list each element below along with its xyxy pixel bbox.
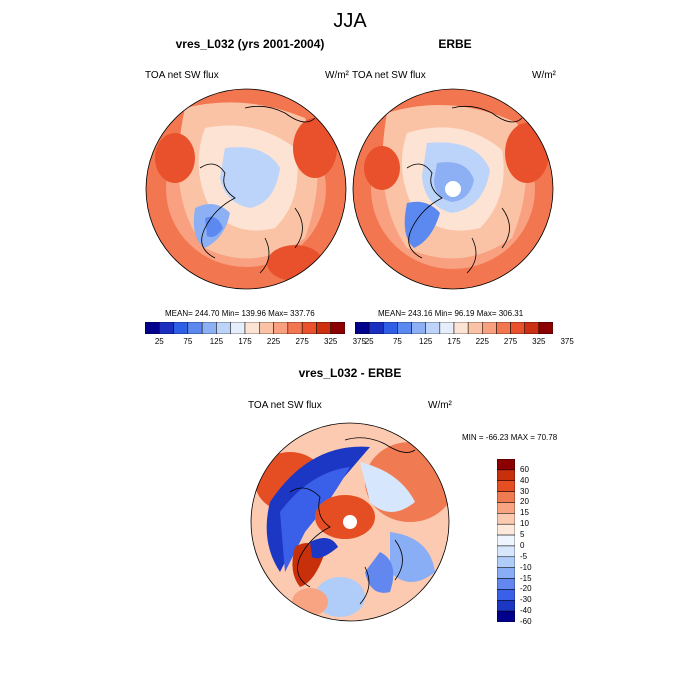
- colorbar-swatch: [453, 322, 469, 334]
- colorbar-tick-label: 325: [532, 337, 546, 346]
- panel-1-colorbar: [145, 322, 345, 334]
- colorbar-swatch: [497, 459, 515, 471]
- panel-2-colorbar: [355, 322, 553, 334]
- colorbar-tick-label: 30: [520, 486, 529, 496]
- colorbar-swatch: [145, 322, 160, 334]
- colorbar-swatch: [230, 322, 246, 334]
- colorbar-swatch: [425, 322, 441, 334]
- colorbar-tick-label: 15: [520, 508, 529, 518]
- colorbar-tick-label: -60: [520, 617, 532, 626]
- colorbar-tick-label: 25: [154, 337, 164, 346]
- colorbar-swatch: [173, 322, 189, 334]
- colorbar-swatch: [397, 322, 412, 334]
- colorbar-swatch: [301, 322, 317, 334]
- colorbar-tick-label: -15: [520, 573, 532, 583]
- colorbar-swatch: [439, 322, 455, 334]
- panel-2-variable-label: TOA net SW flux: [352, 70, 426, 81]
- colorbar-tick-label: 275: [503, 337, 518, 346]
- colorbar-tick-label: 20: [520, 497, 529, 507]
- colorbar-swatch: [497, 610, 515, 622]
- colorbar-tick-label: 375: [352, 337, 366, 346]
- colorbar-tick-label: 125: [419, 337, 433, 346]
- colorbar-swatch: [497, 469, 515, 481]
- colorbar-swatch: [368, 322, 384, 334]
- page-title: JJA: [333, 10, 367, 32]
- colorbar-swatch: [383, 322, 398, 334]
- colorbar-swatch: [497, 480, 515, 492]
- panel-1-variable-label: TOA net SW flux: [145, 70, 219, 81]
- colorbar-swatch: [497, 600, 515, 612]
- colorbar-swatch: [216, 322, 231, 334]
- panel-3-title: vres_L032 - ERBE: [298, 366, 402, 380]
- colorbar-swatch: [287, 322, 303, 334]
- panel-2-units: W/m²: [532, 70, 556, 81]
- colorbar-swatch: [273, 322, 289, 334]
- panel-1-map: [145, 88, 347, 290]
- colorbar-swatch: [259, 322, 274, 334]
- colorbar-tick-label: 25: [364, 337, 374, 346]
- colorbar-swatch: [201, 322, 217, 334]
- colorbar-tick-label: 125: [209, 337, 224, 346]
- panel-1-stats: MEAN= 244.70 Min= 139.96 Max= 337.76: [165, 309, 315, 318]
- colorbar-tick-label: 175: [447, 337, 461, 346]
- colorbar-swatch: [497, 578, 515, 590]
- colorbar-swatch: [497, 567, 515, 579]
- colorbar-swatch: [524, 322, 540, 334]
- colorbar-swatch: [496, 322, 511, 334]
- colorbar-tick-label: 175: [238, 337, 252, 346]
- colorbar-swatch: [187, 322, 203, 334]
- panel-1-colorbar-ticks: 25 75 125 175 225 275 325 375: [145, 337, 366, 349]
- colorbar-tick-label: 325: [324, 337, 338, 346]
- colorbar-swatch: [482, 322, 497, 334]
- colorbar-tick-label: 375: [560, 337, 574, 346]
- colorbar-tick-label: 10: [520, 519, 529, 529]
- panel-3-colorbar-ticks: 60 40 30 20 15 10 5 0 -5 -10 -15 -20 -30 -40 -60: [520, 459, 550, 626]
- panel-1-title: vres_L032 (yrs 2001-2004): [175, 37, 325, 51]
- colorbar-tick-label: 5: [520, 530, 525, 540]
- colorbar-tick-label: 40: [520, 475, 529, 485]
- colorbar-swatch: [330, 322, 345, 334]
- panel-2-title: ERBE: [438, 37, 472, 51]
- colorbar-swatch: [355, 322, 370, 334]
- colorbar-tick-label: -10: [520, 562, 532, 572]
- panel-2-map: [352, 88, 554, 290]
- colorbar-tick-label: 60: [520, 464, 529, 474]
- colorbar-tick-label: 225: [475, 337, 489, 346]
- colorbar-swatch: [510, 322, 525, 334]
- panel-3-units: W/m²: [428, 400, 452, 411]
- colorbar-tick-label: -40: [520, 606, 532, 616]
- colorbar-tick-label: 275: [295, 337, 309, 346]
- panel-2-stats: MEAN= 243.16 Min= 96.19 Max= 306.31: [378, 309, 524, 318]
- colorbar-tick-label: 0: [520, 540, 525, 550]
- panel-3-map: [250, 422, 450, 622]
- colorbar-tick-label: -5: [520, 551, 528, 561]
- colorbar-swatch: [538, 322, 553, 334]
- colorbar-swatch: [497, 589, 515, 601]
- panel-2-colorbar-ticks: 25 75 125 175 225 275 325 375: [355, 337, 574, 349]
- colorbar-swatch: [497, 523, 515, 536]
- colorbar-swatch: [497, 502, 515, 514]
- colorbar-swatch: [467, 322, 483, 334]
- colorbar-tick-label: -20: [520, 584, 532, 594]
- colorbar-swatch: [244, 322, 260, 334]
- colorbar-swatch: [497, 556, 515, 568]
- panel-1-units: W/m²: [325, 70, 349, 81]
- colorbar-tick-label: -30: [520, 595, 532, 605]
- colorbar-tick-label: 225: [266, 337, 281, 346]
- panel-3-colorbar: [497, 459, 515, 622]
- colorbar-swatch: [159, 322, 174, 334]
- colorbar-swatch: [497, 491, 515, 503]
- colorbar-swatch: [497, 513, 515, 525]
- panel-3-stats: MIN = -66.23 MAX = 70.78: [462, 433, 558, 442]
- colorbar-tick-label: 75: [183, 337, 193, 346]
- colorbar-swatch: [316, 322, 331, 334]
- colorbar-swatch: [497, 534, 515, 547]
- colorbar-tick-label: 75: [392, 337, 402, 346]
- colorbar-swatch: [497, 545, 515, 558]
- colorbar-swatch: [411, 322, 426, 334]
- panel-3-variable-label: TOA net SW flux: [248, 400, 322, 411]
